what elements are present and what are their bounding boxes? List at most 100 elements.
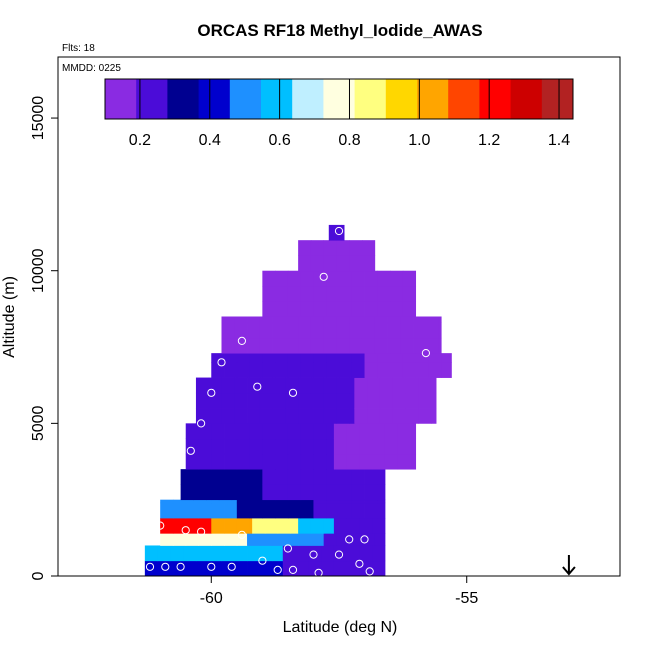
- data-cell: [374, 533, 386, 546]
- sample-point: [186, 446, 195, 455]
- colorbar-swatch: [541, 79, 574, 119]
- data-cell: [185, 499, 199, 504]
- data-cell: [430, 377, 437, 394]
- data-cell: [405, 377, 419, 394]
- data-cell: [349, 316, 363, 324]
- data-cell: [272, 408, 286, 424]
- data-cell: [211, 362, 225, 378]
- data-cell: [410, 438, 417, 455]
- data-cell: [310, 517, 325, 534]
- sample-point: [360, 535, 369, 544]
- data-cell: [339, 285, 353, 302]
- data-cell: [224, 353, 238, 363]
- data-cell: [249, 362, 263, 378]
- flights-label: Flts: 18: [62, 43, 95, 54]
- data-cell: [397, 438, 411, 455]
- data-cell: [224, 499, 238, 504]
- data-cell: [185, 533, 199, 546]
- data-cell: [300, 484, 314, 501]
- data-cell: [236, 423, 250, 440]
- data-cell: [300, 438, 314, 455]
- sample-point: [197, 419, 206, 428]
- data-cell: [249, 502, 263, 519]
- sample-point: [237, 336, 246, 345]
- data-cell: [364, 469, 378, 485]
- data-cell: [298, 316, 312, 324]
- data-cell: [310, 240, 325, 256]
- data-cell: [198, 502, 212, 519]
- data-cell: [336, 392, 350, 409]
- data-cell: [372, 453, 386, 470]
- data-cell: [326, 484, 340, 501]
- data-cell: [218, 484, 233, 501]
- data-cell: [275, 438, 289, 455]
- data-cell: [402, 362, 417, 378]
- data-cell: [170, 545, 184, 562]
- data-cell: [400, 316, 414, 324]
- data-cell: [287, 423, 302, 440]
- data-cell: [326, 469, 340, 485]
- data-cell: [336, 377, 350, 394]
- data-cell: [211, 533, 225, 546]
- data-cell: [259, 322, 273, 339]
- data-cell: [298, 240, 312, 256]
- data-cell: [236, 353, 250, 363]
- data-cell: [379, 392, 394, 409]
- data-cell: [326, 423, 335, 440]
- data-cell: [349, 337, 363, 354]
- data-cell: [384, 423, 399, 440]
- data-cell: [262, 499, 276, 504]
- data-cell: [198, 517, 212, 534]
- data-cell: [206, 469, 220, 485]
- data-cell: [351, 502, 365, 519]
- data-cell: [224, 517, 238, 534]
- data-cell: [339, 362, 353, 378]
- data-cell: [400, 322, 414, 339]
- data-cell: [326, 453, 335, 470]
- data-cell: [379, 408, 394, 424]
- data-cell: [259, 392, 273, 409]
- sample-point: [355, 559, 364, 568]
- data-cell: [364, 362, 378, 378]
- data-cell: [333, 517, 348, 534]
- data-cell: [354, 408, 368, 424]
- data-cell: [405, 392, 419, 409]
- data-cell: [275, 469, 289, 485]
- data-cell: [387, 322, 401, 339]
- data-cell: [285, 392, 299, 409]
- data-cell: [264, 517, 279, 534]
- data-cell: [372, 545, 386, 562]
- data-cell: [313, 499, 327, 504]
- date-label: MMDD: 0225: [62, 63, 121, 74]
- data-cell: [218, 469, 233, 485]
- data-cell: [259, 560, 273, 577]
- data-cell: [287, 484, 302, 501]
- data-cell: [336, 240, 350, 256]
- data-cell: [415, 362, 429, 378]
- sample-point: [217, 358, 226, 367]
- data-cell: [272, 392, 286, 409]
- data-cell: [339, 484, 353, 501]
- data-cell: [361, 316, 376, 324]
- data-cell: [195, 545, 210, 562]
- colorbar-tick-label: 1.4: [548, 132, 570, 149]
- sample-point: [253, 382, 262, 391]
- data-cell: [234, 545, 248, 562]
- sample-point: [314, 568, 323, 578]
- data-cell: [234, 560, 248, 577]
- data-cell: [336, 316, 350, 324]
- data-cell: [377, 484, 386, 501]
- data-cell: [346, 517, 360, 534]
- data-cell: [377, 270, 391, 287]
- data-cell: [193, 469, 207, 485]
- data-cell: [185, 423, 199, 440]
- data-cell: [262, 301, 276, 317]
- data-cell: [198, 499, 212, 504]
- data-cell: [351, 499, 365, 504]
- sample-points: [145, 226, 461, 578]
- data-cell: [428, 353, 442, 363]
- data-cell: [367, 377, 381, 394]
- sample-point: [273, 565, 282, 575]
- data-cell: [405, 408, 419, 424]
- data-cell: [384, 453, 399, 470]
